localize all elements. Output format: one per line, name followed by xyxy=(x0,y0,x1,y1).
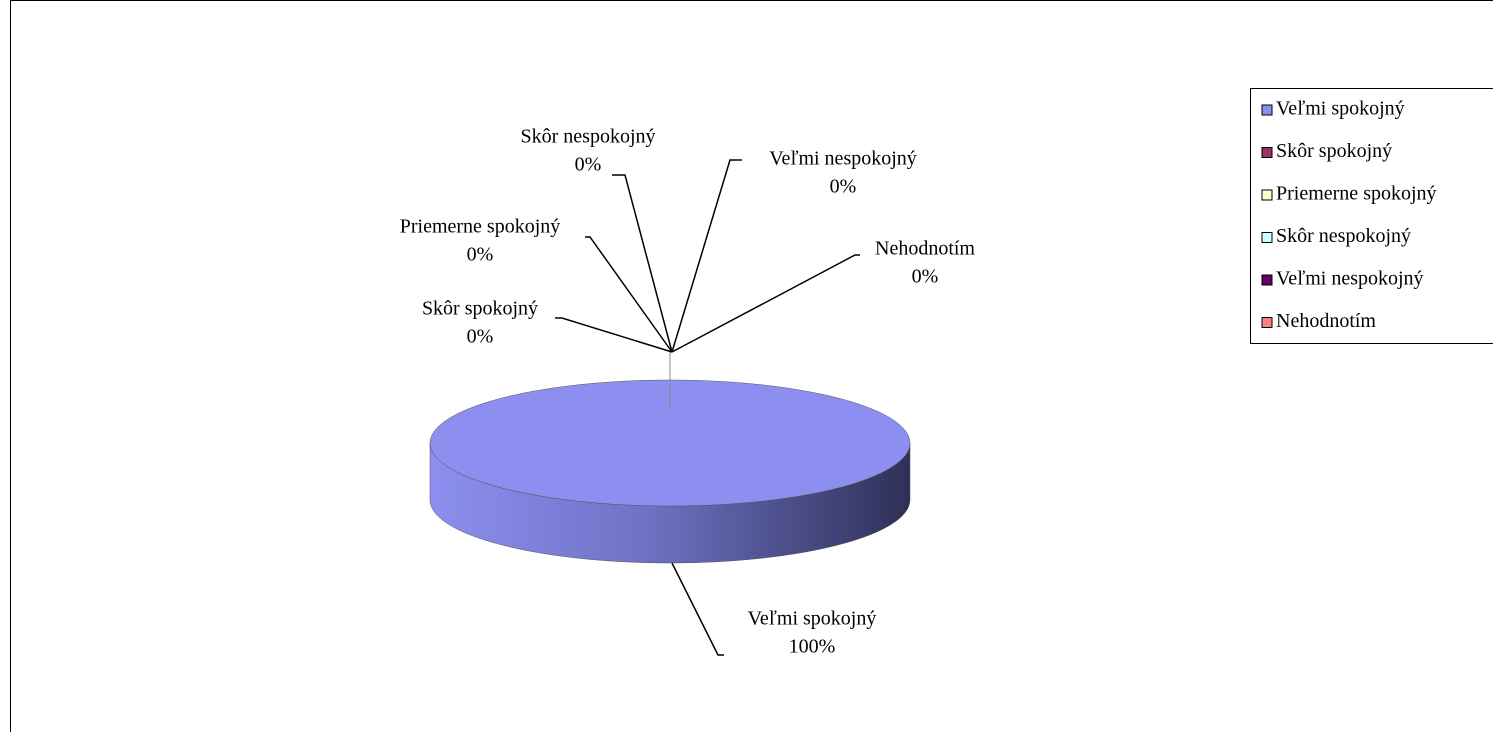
legend-label: Priemerne spokojný xyxy=(1276,183,1437,205)
data-label-name: Skôr nespokojný xyxy=(521,126,656,148)
legend xyxy=(1250,88,1493,344)
leader-line xyxy=(671,562,724,656)
data-label-name: Skôr spokojný xyxy=(422,298,538,320)
legend-label: Veľmi spokojný xyxy=(1276,98,1405,120)
leader-line xyxy=(671,159,742,353)
chart-frame xyxy=(10,0,1493,732)
leader-line xyxy=(612,174,673,353)
legend-swatch xyxy=(1261,232,1273,243)
leader-line xyxy=(555,317,673,353)
data-label-value: 0% xyxy=(830,176,857,198)
legend-label: Skôr spokojný xyxy=(1276,140,1392,162)
legend-label: Veľmi nespokojný xyxy=(1276,268,1424,290)
legend-label: Skôr nespokojný xyxy=(1276,225,1411,247)
legend-swatch xyxy=(1261,147,1273,158)
data-label-value: 0% xyxy=(467,244,494,266)
plot xyxy=(429,352,911,564)
legend-swatch xyxy=(1261,317,1273,328)
legend-swatch xyxy=(1261,189,1273,201)
data-label-name: Priemerne spokojný xyxy=(400,216,561,238)
legend-label: Nehodnotím xyxy=(1276,310,1376,332)
data-label-value: 0% xyxy=(575,154,602,176)
data-label-value: 0% xyxy=(467,326,494,348)
leader-line xyxy=(671,254,860,353)
data-label-value: 0% xyxy=(912,266,939,288)
legend-swatch xyxy=(1261,274,1273,286)
data-label-value: 100% xyxy=(789,636,836,658)
data-label-name: Veľmi nespokojný xyxy=(769,148,917,170)
legend-swatch xyxy=(1261,104,1273,116)
leader-line xyxy=(585,236,673,353)
data-label-name: Veľmi spokojný xyxy=(748,608,877,630)
data-label-name: Nehodnotím xyxy=(875,238,975,260)
